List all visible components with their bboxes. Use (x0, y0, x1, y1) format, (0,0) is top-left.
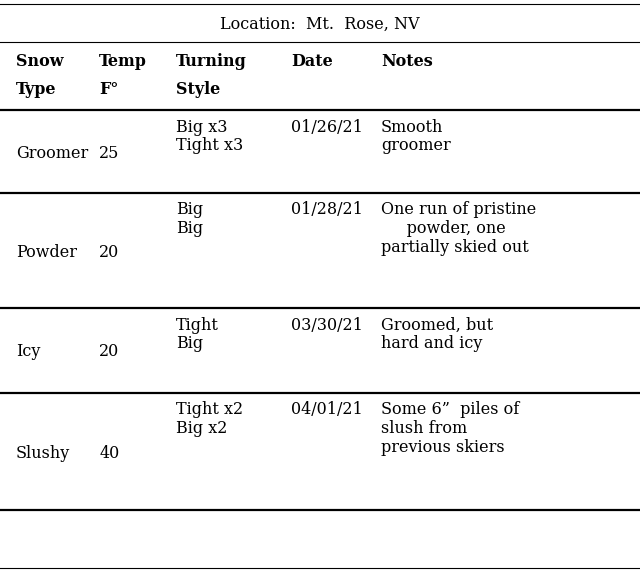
Text: Type: Type (16, 81, 56, 98)
Text: Big: Big (176, 220, 203, 237)
Text: Location:  Mt.  Rose, NV: Location: Mt. Rose, NV (220, 15, 420, 33)
Text: Temp: Temp (99, 54, 147, 70)
Text: Some 6”  piles of: Some 6” piles of (381, 402, 519, 419)
Text: Big: Big (176, 201, 203, 219)
Text: slush from: slush from (381, 420, 467, 437)
Text: F°: F° (99, 81, 118, 98)
Text: 25: 25 (99, 145, 120, 161)
Text: Tight x3: Tight x3 (176, 137, 243, 154)
Text: 40: 40 (99, 444, 120, 462)
Text: 03/30/21: 03/30/21 (291, 316, 363, 333)
Text: One run of pristine: One run of pristine (381, 201, 536, 219)
Text: groomer: groomer (381, 137, 451, 154)
Text: Big: Big (176, 335, 203, 352)
Text: powder, one: powder, one (381, 220, 506, 237)
Text: Slushy: Slushy (16, 444, 70, 462)
Text: Turning: Turning (176, 54, 247, 70)
Text: Tight: Tight (176, 316, 219, 333)
Text: Date: Date (291, 54, 333, 70)
Text: 01/28/21: 01/28/21 (291, 201, 363, 219)
Text: Groomer: Groomer (16, 145, 88, 161)
Text: 20: 20 (99, 244, 120, 260)
Text: 01/26/21: 01/26/21 (291, 118, 363, 136)
Text: Smooth: Smooth (381, 118, 443, 136)
Text: Icy: Icy (16, 344, 40, 360)
Text: hard and icy: hard and icy (381, 335, 482, 352)
Text: Groomed, but: Groomed, but (381, 316, 493, 333)
Text: 04/01/21: 04/01/21 (291, 402, 363, 419)
Text: Big x2: Big x2 (176, 420, 227, 437)
Text: 20: 20 (99, 344, 120, 360)
Text: Tight x2: Tight x2 (176, 402, 243, 419)
Text: partially skied out: partially skied out (381, 239, 529, 256)
Text: previous skiers: previous skiers (381, 439, 504, 455)
Text: Snow: Snow (16, 54, 63, 70)
Text: Style: Style (176, 81, 220, 98)
Text: Notes: Notes (381, 54, 433, 70)
Text: Big x3: Big x3 (176, 118, 227, 136)
Text: Powder: Powder (16, 244, 77, 260)
